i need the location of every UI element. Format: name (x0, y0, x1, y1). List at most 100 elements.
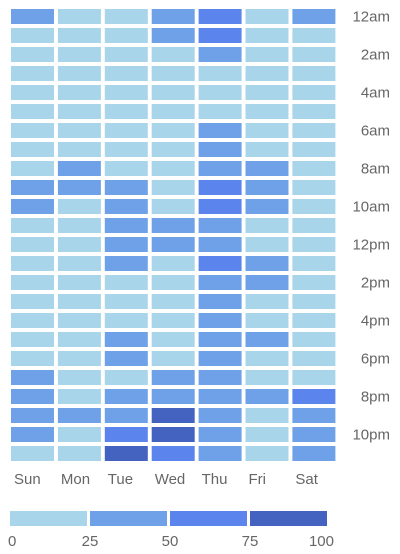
heatmap-cell-mon-h22 (57, 427, 101, 442)
heatmap-cell-tue-h18 (104, 351, 148, 366)
legend-swatch-50-75 (170, 511, 247, 526)
heatmap-cell-sat-h8 (292, 161, 336, 176)
heatmap-cell-thu-h8 (198, 161, 242, 176)
heatmap-cell-wed-h6 (151, 123, 195, 138)
heatmap-cell-sat-h5 (292, 104, 336, 119)
heatmap-cell-mon-h23 (57, 446, 101, 461)
heatmap-cell-fri-h7 (245, 142, 289, 157)
heatmap-cell-thu-h16 (198, 313, 242, 328)
heatmap-cell-fri-h23 (245, 446, 289, 461)
hour-label-10am: 10am (352, 199, 390, 216)
heatmap-cell-sun-h22 (11, 427, 54, 442)
heatmap-cell-sat-h13 (292, 256, 336, 271)
heatmap-cell-fri-h0 (245, 9, 289, 24)
heatmap-cell-sun-h15 (11, 294, 54, 309)
heatmap-cell-tue-h11 (104, 218, 148, 233)
hour-label-6am: 6am (361, 123, 390, 140)
heatmap-cell-fri-h5 (245, 104, 289, 119)
heatmap-cell-fri-h11 (245, 218, 289, 233)
heatmap-cell-sat-h3 (292, 66, 336, 81)
heatmap-cell-tue-h14 (104, 275, 148, 290)
heatmap-cell-thu-h10 (198, 199, 242, 214)
heatmap-cell-sat-h6 (292, 123, 336, 138)
heatmap-cell-tue-h4 (104, 85, 148, 100)
heatmap-cell-fri-h1 (245, 28, 289, 43)
heatmap-cell-thu-h15 (198, 294, 242, 309)
heatmap-cell-wed-h12 (151, 237, 195, 252)
heatmap-cell-mon-h0 (57, 9, 101, 24)
heatmap-cell-wed-h5 (151, 104, 195, 119)
heatmap-cell-wed-h22 (151, 427, 195, 442)
hour-label-6pm: 6pm (361, 351, 390, 368)
heatmap-cell-tue-h17 (104, 332, 148, 347)
heatmap-cell-thu-h6 (198, 123, 242, 138)
heatmap-cell-sat-h18 (292, 351, 336, 366)
heatmap-cell-mon-h4 (57, 85, 101, 100)
heatmap-cell-sun-h13 (11, 256, 54, 271)
heatmap-cell-thu-h19 (198, 370, 242, 385)
heatmap-cell-wed-h2 (151, 47, 195, 62)
heatmap-cell-mon-h14 (57, 275, 101, 290)
heatmap-cell-sun-h5 (11, 104, 54, 119)
heatmap-cell-thu-h13 (198, 256, 242, 271)
heatmap-cell-mon-h18 (57, 351, 101, 366)
heatmap-cell-fri-h20 (245, 389, 289, 404)
heatmap-cell-thu-h17 (198, 332, 242, 347)
heatmap-cell-tue-h20 (104, 389, 148, 404)
heatmap-cell-fri-h6 (245, 123, 289, 138)
heatmap-cell-thu-h2 (198, 47, 242, 62)
legend-tick-100: 100 (309, 533, 334, 550)
heatmap-cell-mon-h6 (57, 123, 101, 138)
heatmap-cell-sun-h9 (11, 180, 54, 195)
heatmap-cell-thu-h14 (198, 275, 242, 290)
heatmap-cell-thu-h7 (198, 142, 242, 157)
heatmap-cell-thu-h12 (198, 237, 242, 252)
heatmap-cell-wed-h23 (151, 446, 195, 461)
heatmap-cell-wed-h3 (151, 66, 195, 81)
day-label-mon: Mon (61, 471, 90, 488)
heatmap-cell-thu-h4 (198, 85, 242, 100)
heatmap-cell-mon-h13 (57, 256, 101, 271)
heatmap-cell-tue-h15 (104, 294, 148, 309)
heatmap-cell-mon-h20 (57, 389, 101, 404)
heatmap-cell-sat-h1 (292, 28, 336, 43)
heatmap-cell-sat-h16 (292, 313, 336, 328)
heatmap-cell-sat-h4 (292, 85, 336, 100)
heatmap-cell-thu-h22 (198, 427, 242, 442)
heatmap-cell-sat-h9 (292, 180, 336, 195)
heatmap-cell-mon-h2 (57, 47, 101, 62)
heatmap-cell-wed-h9 (151, 180, 195, 195)
heatmap-cell-mon-h8 (57, 161, 101, 176)
heatmap-cell-thu-h3 (198, 66, 242, 81)
day-axis-labels: Sun Mon Tue Wed Thu Fri Sat (14, 471, 319, 488)
heatmap-cell-fri-h3 (245, 66, 289, 81)
heatmap-cell-thu-h9 (198, 180, 242, 195)
heatmap-cell-sat-h7 (292, 142, 336, 157)
heatmap-cell-fri-h15 (245, 294, 289, 309)
heatmap-cell-sun-h20 (11, 389, 54, 404)
heatmap-cell-mon-h3 (57, 66, 101, 81)
heatmap-cell-sun-h10 (11, 199, 54, 214)
heatmap-cell-thu-h5 (198, 104, 242, 119)
heatmap-cell-wed-h10 (151, 199, 195, 214)
heatmap-cell-sat-h23 (292, 446, 336, 461)
heatmap-cell-thu-h21 (198, 408, 242, 423)
heatmap-cell-tue-h5 (104, 104, 148, 119)
heatmap-cell-thu-h1 (198, 28, 242, 43)
hour-label-12am: 12am (352, 9, 390, 26)
heatmap-cell-sun-h23 (11, 446, 54, 461)
heatmap-cell-fri-h8 (245, 161, 289, 176)
heatmap-cell-tue-h19 (104, 370, 148, 385)
heatmap-cell-mon-h5 (57, 104, 101, 119)
heatmap-cell-wed-h0 (151, 9, 195, 24)
heatmap-cell-fri-h4 (245, 85, 289, 100)
legend-tick-0: 0 (8, 533, 16, 550)
heatmap-cell-fri-h19 (245, 370, 289, 385)
hour-label-4pm: 4pm (361, 313, 390, 330)
hour-label-10pm: 10pm (352, 427, 390, 444)
heatmap-cell-mon-h19 (57, 370, 101, 385)
heatmap-cell-fri-h18 (245, 351, 289, 366)
hour-label-2am: 2am (361, 47, 390, 64)
heatmap-cell-thu-h11 (198, 218, 242, 233)
heatmap-cell-tue-h2 (104, 47, 148, 62)
